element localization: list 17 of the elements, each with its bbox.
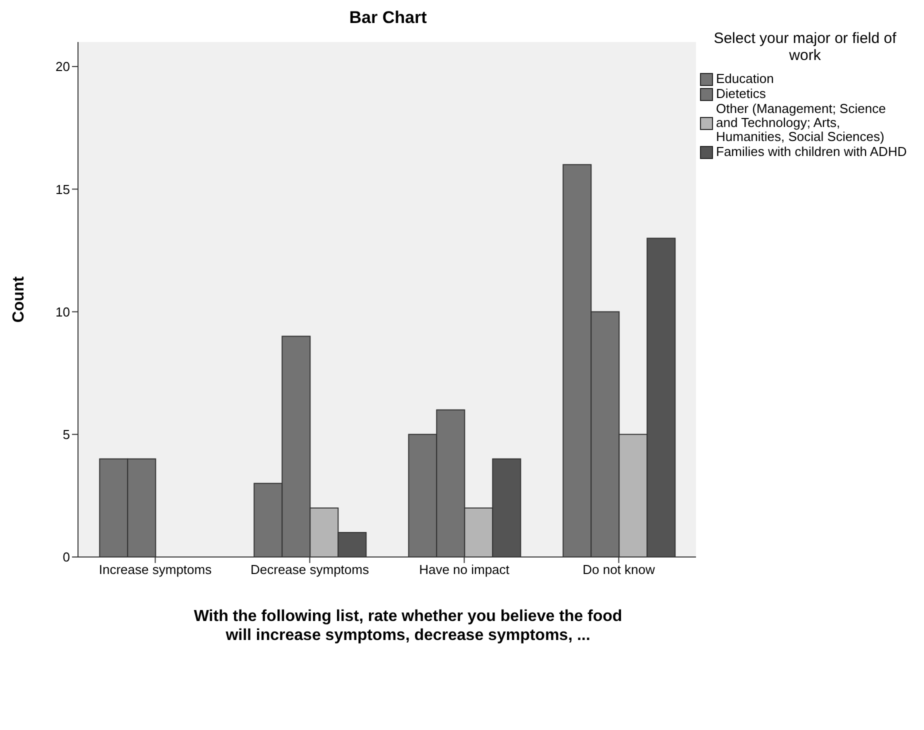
y-tick-label: 15	[56, 182, 70, 197]
legend-label: Dietetics	[716, 86, 766, 101]
x-tick-label: Decrease symptoms	[250, 562, 370, 578]
legend-title: Select your major or field of work	[712, 30, 898, 64]
x-tick-label: Increase symptoms	[98, 562, 212, 578]
chart-title: Bar Chart	[348, 8, 428, 29]
y-tick-label: 10	[56, 304, 70, 320]
legend-label: Families with children with ADHD	[716, 144, 907, 159]
legend-label: Other (Management; Science and Technology; Arts, Humanities, Social Sciences)	[716, 101, 887, 144]
y-axis-title: Count	[10, 276, 28, 323]
y-tick-label: 0	[62, 550, 70, 565]
y-tick-label: 20	[56, 59, 70, 74]
x-tick-label: Do not know	[582, 562, 656, 578]
legend-label: Education	[716, 71, 774, 86]
y-tick-label: 5	[62, 426, 70, 442]
x-tick-label: Have no impact	[419, 562, 510, 578]
x-axis-title: With the following list, rate whether you believe the food will increase symptoms, decrease symptoms, ...	[192, 607, 624, 645]
